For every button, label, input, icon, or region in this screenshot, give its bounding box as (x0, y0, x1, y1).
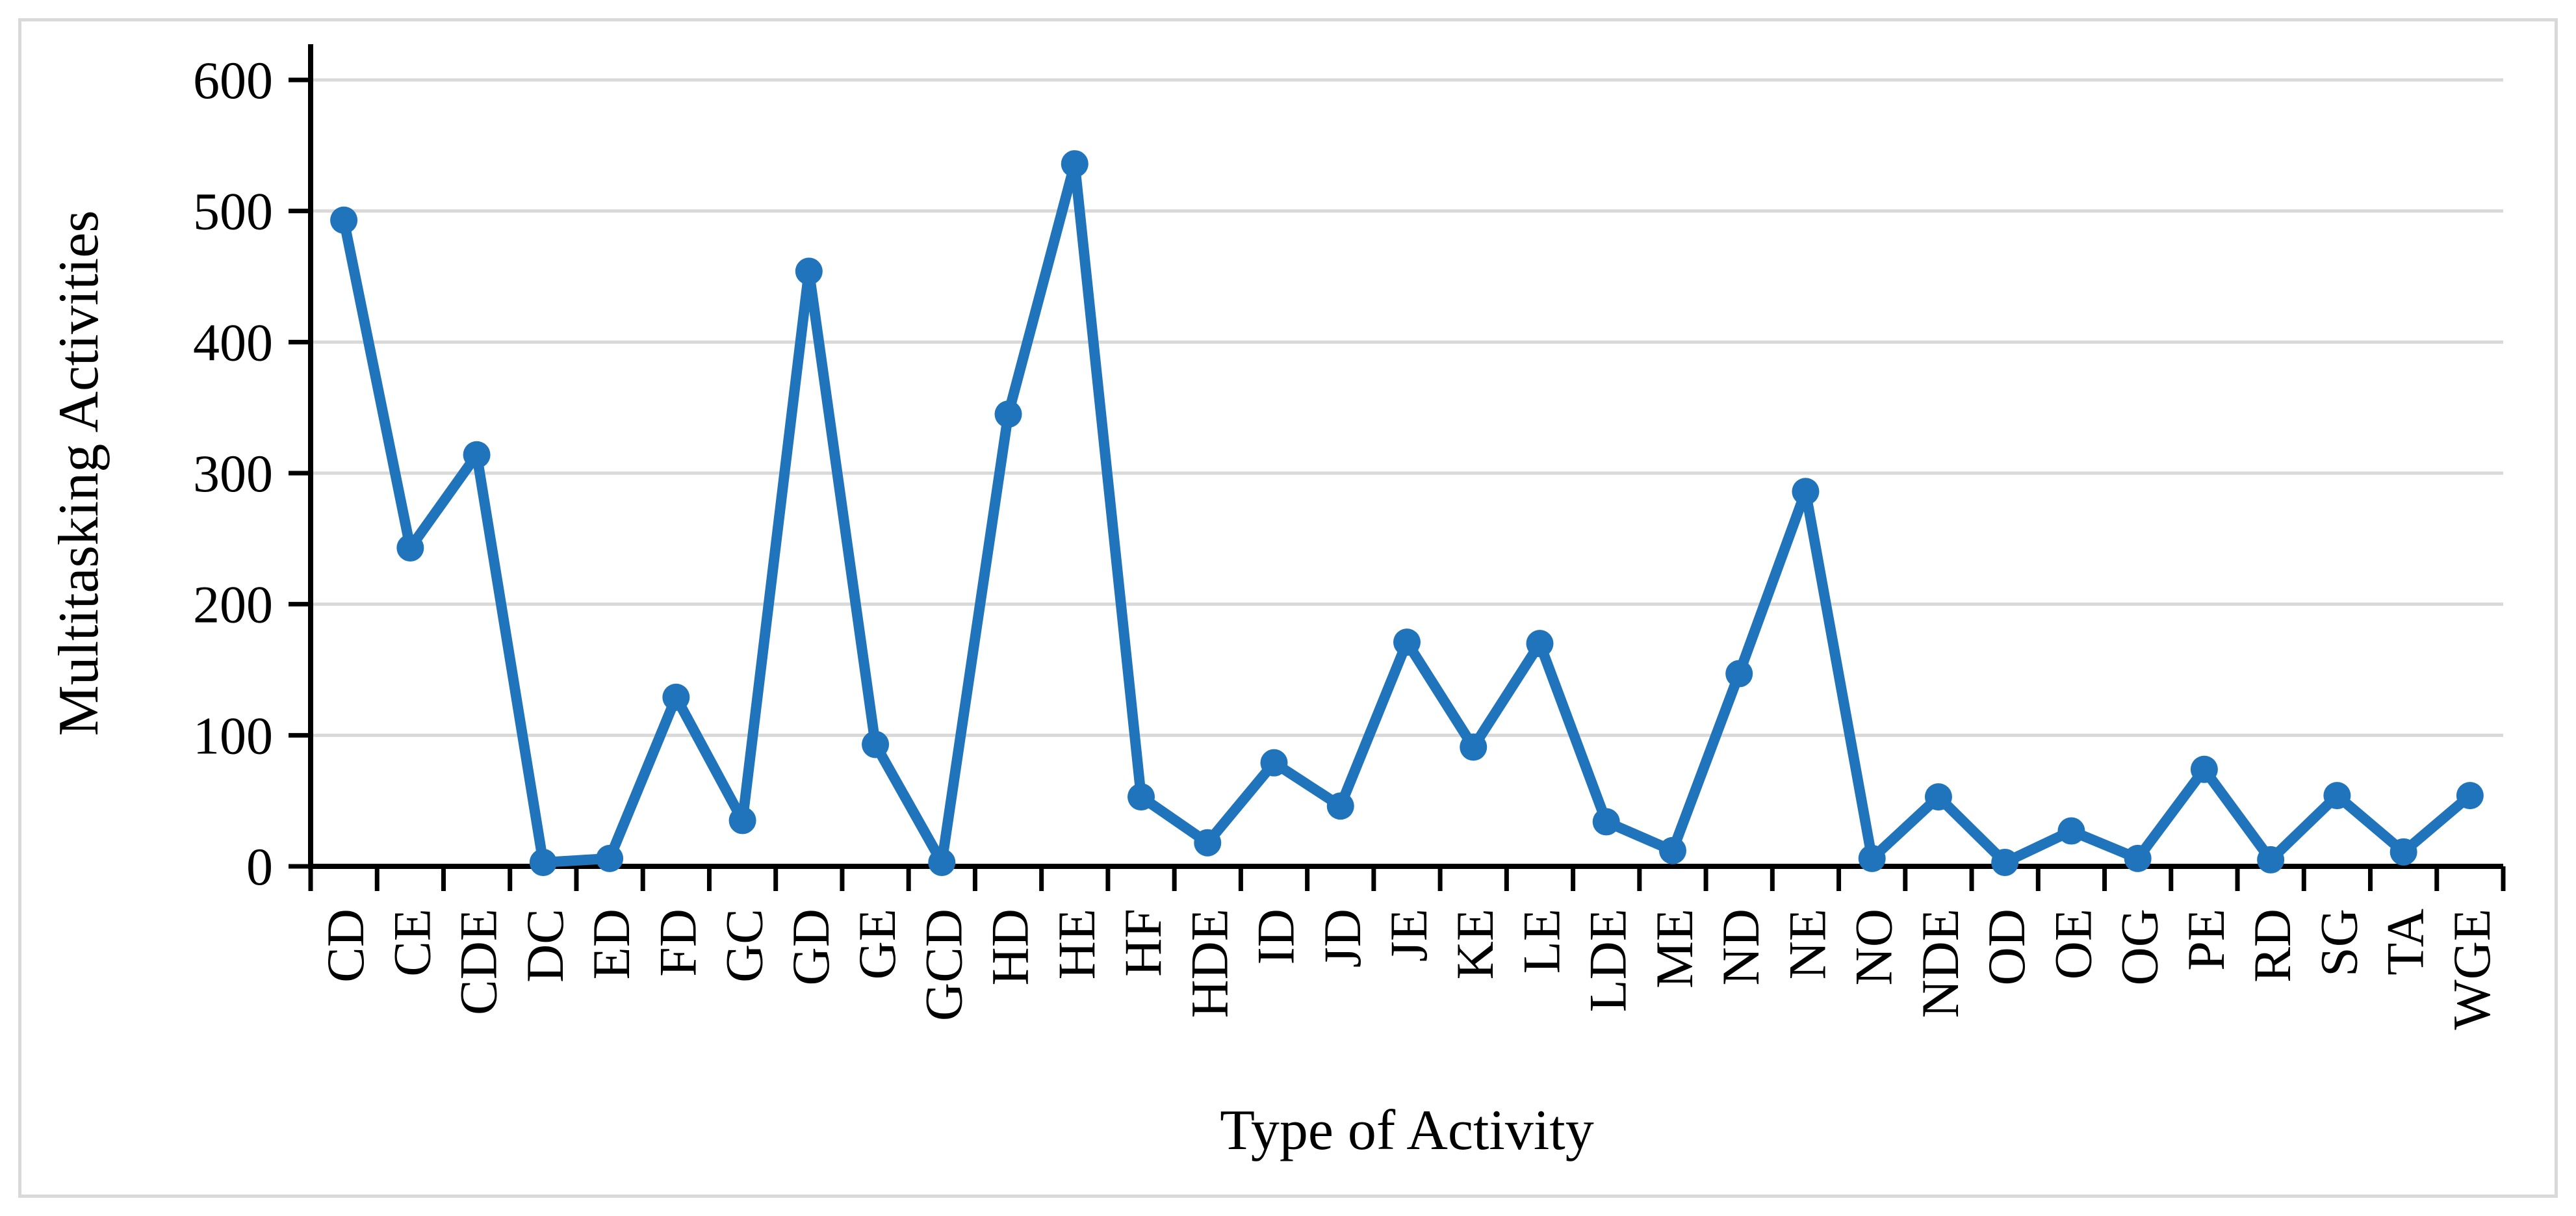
data-point-LDE (1592, 808, 1620, 836)
y-tick-label-100: 100 (193, 706, 273, 765)
x-tick-label-NO: NO (1844, 909, 1903, 985)
y-tick-label-500: 500 (193, 182, 273, 241)
x-tick-label-ME: ME (1645, 909, 1704, 989)
x-tick-label-GCD: GCD (914, 909, 973, 1021)
data-point-CDE (463, 441, 491, 469)
x-tick-label-NDE: NDE (1911, 909, 1970, 1018)
x-tick-label-FD: FD (648, 909, 707, 977)
x-tick-label-JE: JE (1379, 909, 1438, 962)
data-point-OD (1991, 848, 2019, 876)
data-point-JD (1326, 792, 1354, 820)
x-tick-label-PE: PE (2176, 909, 2235, 971)
data-point-ME (1658, 836, 1686, 864)
x-tick-label-LDE: LDE (1578, 909, 1638, 1012)
y-tick-label-600: 600 (193, 51, 273, 110)
data-point-RD (2257, 846, 2285, 873)
x-tick-label-HF: HF (1113, 909, 1172, 977)
y-tick-label-300: 300 (193, 444, 273, 503)
data-point-DC (529, 848, 557, 876)
x-tick-label-JD: JD (1313, 909, 1372, 968)
x-tick-label-SG: SG (2309, 909, 2368, 977)
data-point-TA (2389, 838, 2417, 866)
data-point-OG (2124, 844, 2152, 872)
x-tick-label-OE: OE (2043, 909, 2102, 979)
data-point-JE (1393, 628, 1421, 656)
x-tick-label-WGE: WGE (2442, 909, 2501, 1030)
x-tick-label-GC: GC (715, 909, 774, 983)
x-axis-title: Type of Activity (1220, 1099, 1594, 1162)
data-point-GCD (928, 848, 956, 876)
x-tick-label-DC: DC (515, 909, 574, 983)
y-tick-label-400: 400 (193, 313, 273, 372)
data-point-HD (994, 400, 1022, 428)
axes (289, 44, 2506, 891)
gridlines (311, 78, 2503, 737)
x-tick-label-HE: HE (1047, 909, 1106, 979)
data-point-CD (330, 206, 358, 234)
x-tick-label-HDE: HDE (1179, 909, 1239, 1018)
series-line (339, 159, 2475, 868)
data-point-ID (1260, 749, 1288, 777)
data-point-NO (1858, 844, 1886, 872)
data-point-GE (862, 731, 890, 758)
data-point-HF (1127, 783, 1155, 811)
x-tick-label-RD: RD (2243, 909, 2302, 983)
x-tick-label-ND: ND (1711, 909, 1770, 985)
data-point-HE (1061, 150, 1088, 178)
x-tick-label-CE: CE (382, 909, 441, 977)
data-point-ND (1725, 660, 1753, 688)
data-point-OE (2057, 817, 2085, 845)
x-tick-label-OG: OG (2110, 909, 2169, 985)
data-point-NDE (1924, 783, 1952, 811)
x-tick-label-LE: LE (1512, 909, 1571, 974)
y-tick-label-0: 0 (246, 837, 273, 896)
x-tick-label-ID: ID (1246, 909, 1306, 965)
data-point-WGE (2456, 782, 2484, 810)
x-tick-label-CDE: CDE (449, 909, 508, 1015)
data-point-HDE (1194, 829, 1222, 857)
data-point-GC (728, 807, 756, 834)
data-point-PE (2190, 755, 2218, 783)
data-point-FD (662, 683, 690, 711)
series (330, 150, 2484, 876)
data-point-KE (1460, 733, 1488, 761)
x-tick-label-KE: KE (1445, 909, 1504, 979)
data-point-NE (1792, 478, 1820, 506)
data-point-CE (396, 534, 424, 562)
y-tick-label-200: 200 (193, 575, 273, 634)
x-tick-label-GD: GD (781, 909, 840, 985)
chart-border (18, 18, 2558, 1198)
x-tick-label-HD: HD (981, 909, 1040, 985)
data-point-ED (596, 844, 624, 872)
x-tick-label-OD: OD (1977, 909, 2036, 985)
x-tick-label-ED: ED (582, 909, 641, 979)
x-tick-label-GE: GE (847, 909, 907, 979)
x-tick-label-TA: TA (2376, 909, 2435, 976)
y-axis-title: Multitasking Activities (47, 210, 110, 736)
data-point-GD (795, 257, 823, 285)
tick-labels: 0 100 200 300 400 500 600 CD CE CDE DC ED FD GC GD GE GC… (193, 51, 2501, 1030)
x-tick-label-NE: NE (1777, 909, 1836, 979)
x-tick-label-CD: CD (316, 909, 375, 983)
data-point-LE (1526, 630, 1554, 658)
data-point-SG (2323, 782, 2351, 810)
